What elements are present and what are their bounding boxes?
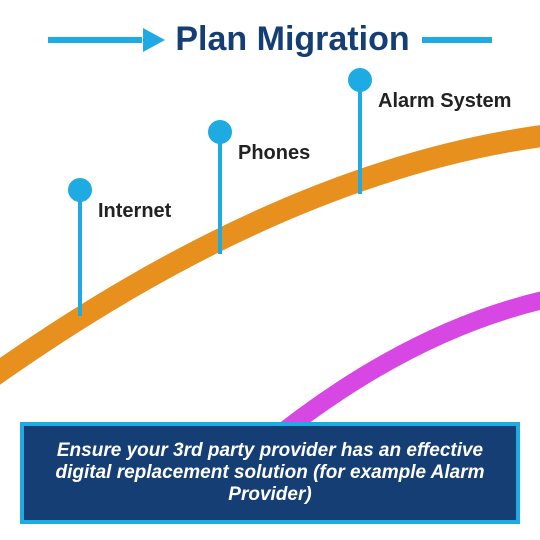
- pin-label-0: Internet: [98, 200, 171, 223]
- pin-label-1: Phones: [238, 142, 310, 165]
- pin-dot-icon: [68, 178, 92, 202]
- pin-label-2: Alarm System: [378, 90, 511, 113]
- pin-dot-icon: [208, 120, 232, 144]
- pin-dot-icon: [348, 68, 372, 92]
- footer-callout: Ensure your 3rd party provider has an ef…: [20, 422, 520, 524]
- footer-text: Ensure your 3rd party provider has an ef…: [55, 440, 484, 505]
